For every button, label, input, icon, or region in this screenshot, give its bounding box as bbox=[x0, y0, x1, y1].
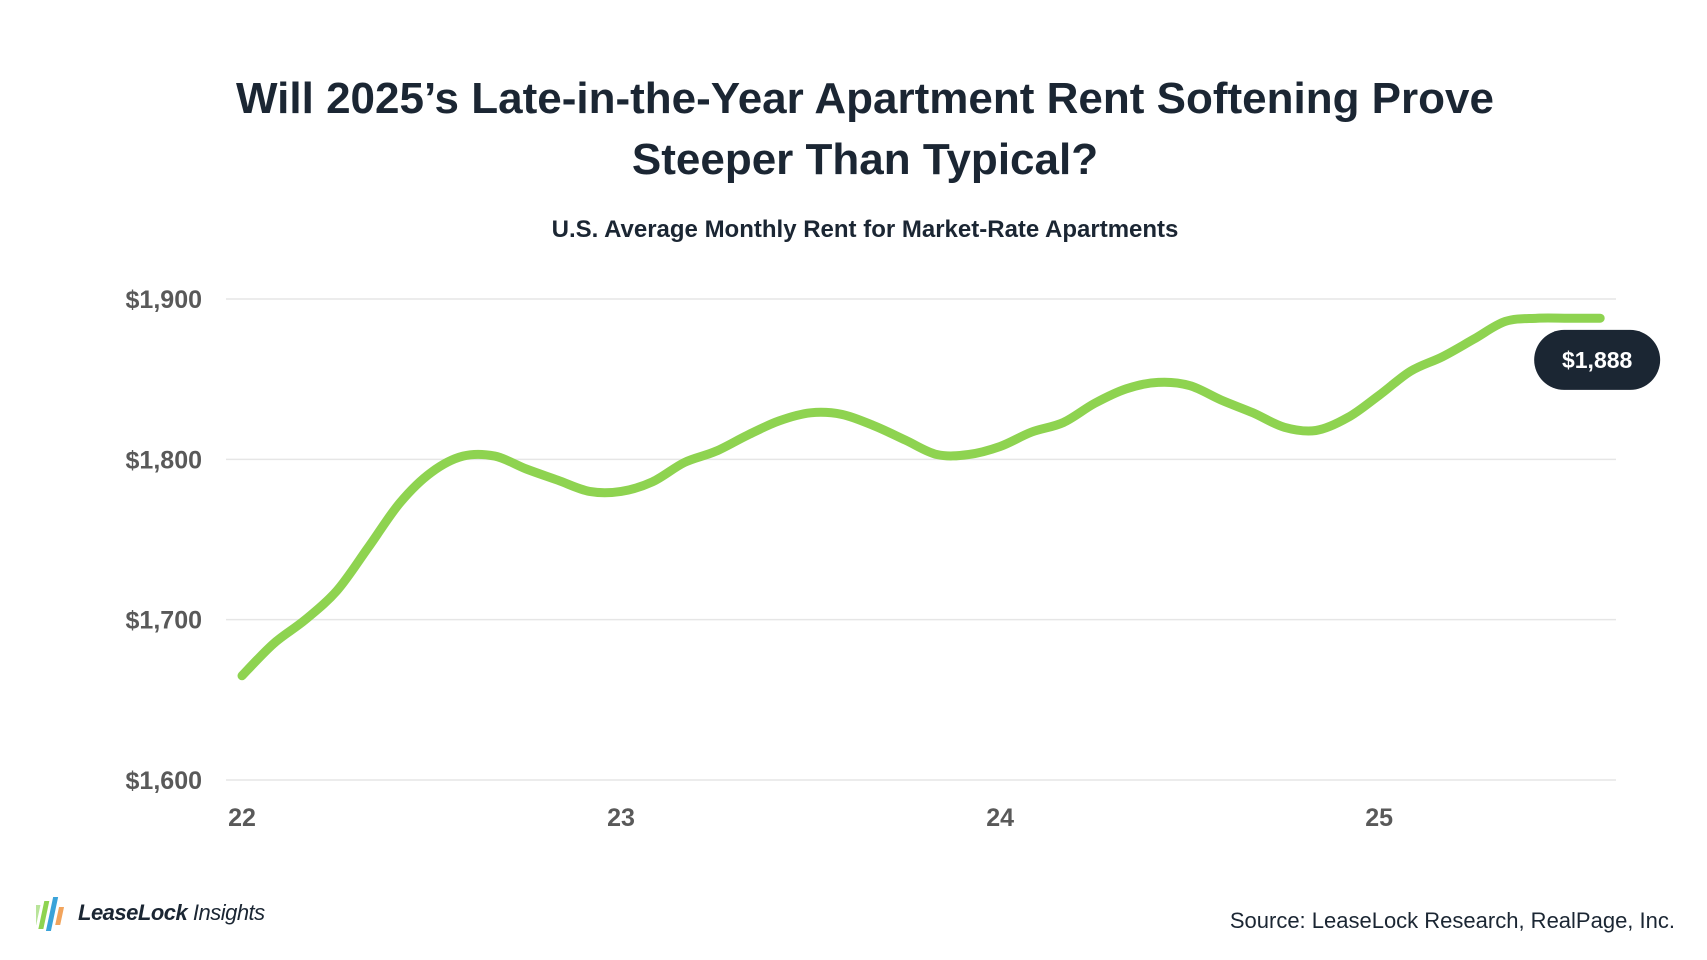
rent-series-line bbox=[237, 313, 1605, 681]
x-tick-label: 25 bbox=[1365, 804, 1393, 832]
x-tick-label: 24 bbox=[986, 804, 1014, 832]
chart-title-line-1: Will 2025’s Late-in-the-Year Apartment R… bbox=[236, 74, 1494, 123]
last-value-callout-bg bbox=[1534, 329, 1661, 390]
logo-brand: LeaseLock bbox=[78, 900, 188, 925]
logo-wordmark: LeaseLock Insights bbox=[78, 900, 265, 926]
y-tick-label: $1,700 bbox=[126, 607, 202, 635]
last-value-callout-label: $1,888 bbox=[1562, 347, 1633, 373]
x-tick-label: 23 bbox=[607, 804, 635, 832]
chart-subtitle: U.S. Average Monthly Rent for Market-Rat… bbox=[551, 216, 1179, 243]
leaselock-insights-logo: LeaseLock Insights bbox=[36, 893, 265, 933]
y-tick-label: $1,800 bbox=[126, 446, 202, 474]
y-tick-label: $1,900 bbox=[126, 286, 202, 314]
bar-stripes-logo-icon bbox=[36, 897, 65, 931]
x-tick-label: 22 bbox=[228, 804, 256, 832]
chart-title: Will 2025’s Late-in-the-Year Apartment R… bbox=[0, 68, 1707, 190]
y-tick-label: $1,600 bbox=[126, 767, 202, 795]
logo-suffix: Insights bbox=[187, 900, 265, 925]
chart-title-line-2: Steeper Than Typical? bbox=[631, 135, 1099, 184]
source-note: Source: LeaseLock Research, RealPage, In… bbox=[1229, 908, 1675, 933]
